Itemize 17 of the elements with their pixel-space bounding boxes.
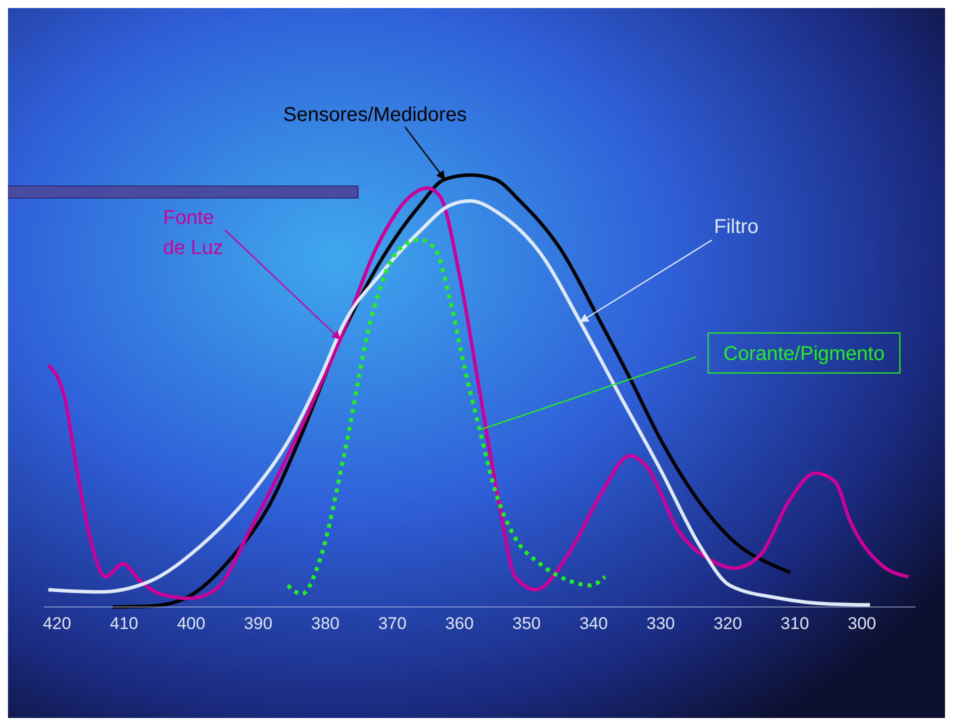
x-tick-label: 390 [244, 614, 272, 633]
text: Filtro [714, 216, 758, 238]
x-tick-label: 330 [646, 614, 675, 633]
x-tick-label: 300 [848, 614, 876, 633]
x-tick-label: 340 [579, 614, 608, 633]
x-tick-label: 380 [311, 614, 340, 633]
text: Corante/Pigmento [723, 343, 885, 365]
x-tick-label: 420 [42, 614, 72, 633]
text: Sensores/Medidores [283, 104, 467, 126]
x-tick-label: 410 [110, 614, 138, 633]
x-tick-label: 350 [512, 614, 541, 633]
x-tick-label: 370 [378, 614, 407, 633]
text: Fonte de Luz [163, 207, 224, 259]
x-tick-label: 360 [445, 614, 474, 633]
x-tick-label: 310 [780, 614, 810, 633]
x-tick-label: 400 [176, 614, 206, 633]
x-tick-label: 320 [714, 614, 742, 633]
